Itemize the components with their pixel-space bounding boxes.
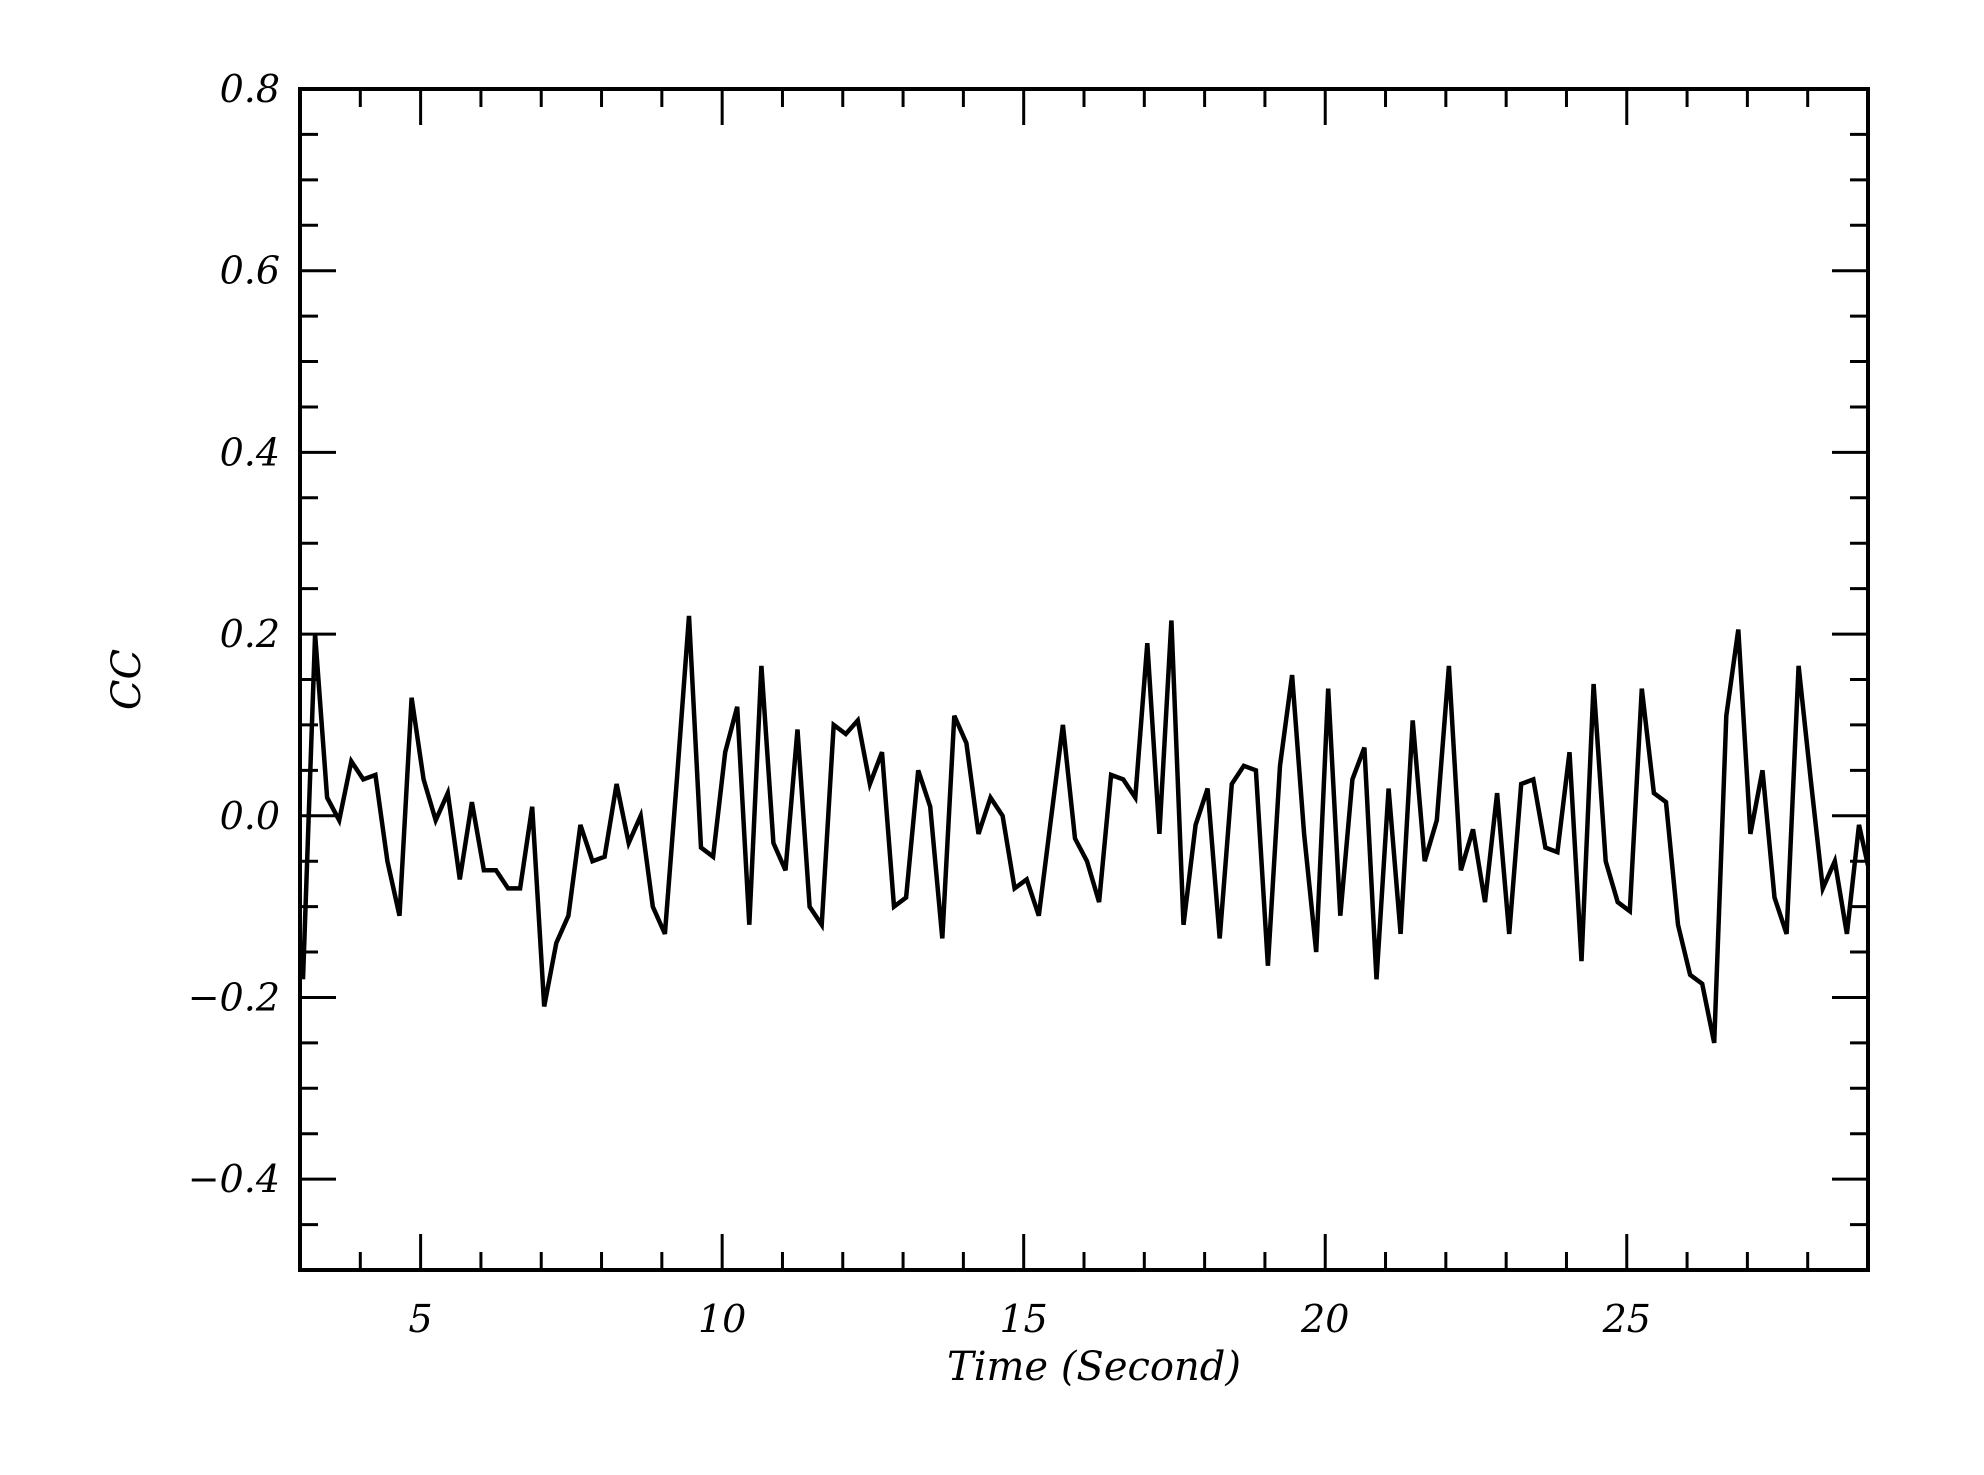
y-tick-label: 0.6 (220, 249, 280, 293)
y-tick-label: 0.4 (220, 430, 280, 474)
series-line (300, 615, 1871, 1044)
y-tick-label: 0.2 (220, 612, 280, 656)
y-tick-label: −0.4 (188, 1157, 280, 1201)
x-tick-label: 20 (1300, 1297, 1349, 1341)
y-tick-label: −0.2 (188, 975, 280, 1019)
x-tick-label: 5 (409, 1297, 433, 1341)
y-axis-tick-labels: −0.4 −0.2 0.0 0.2 0.4 0.6 0.8 (188, 67, 280, 1201)
y-tick-label: 0.0 (220, 794, 280, 838)
data-series (300, 615, 1871, 1044)
axis-ticks (298, 87, 1870, 1272)
y-tick-label: 0.8 (220, 67, 280, 111)
x-axis-tick-labels: 5 10 15 20 25 (409, 1297, 1651, 1341)
x-tick-label: 15 (1000, 1297, 1048, 1341)
plot-frame (298, 87, 1870, 1272)
y-axis-label: CC (104, 649, 150, 710)
x-axis-label: Time (Second) (947, 1344, 1241, 1390)
x-tick-label: 25 (1602, 1297, 1651, 1341)
x-tick-label: 10 (698, 1297, 746, 1341)
